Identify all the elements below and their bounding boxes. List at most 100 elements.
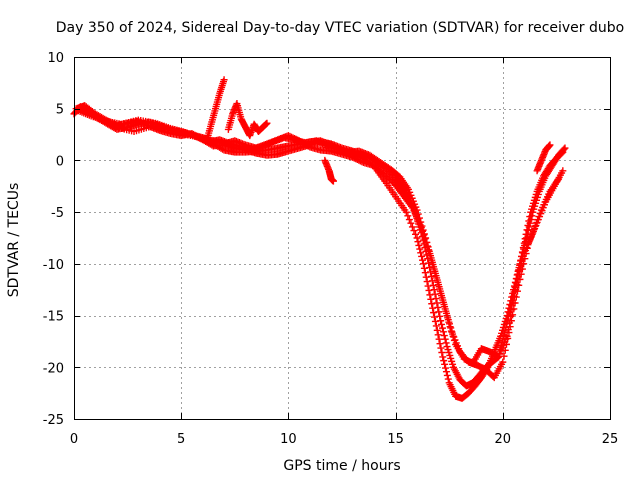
data-point bbox=[433, 299, 441, 307]
data-point bbox=[434, 281, 442, 289]
data-point bbox=[518, 260, 526, 268]
data-point bbox=[526, 213, 534, 221]
data-markers bbox=[70, 76, 569, 402]
data-point bbox=[408, 223, 416, 231]
data-point bbox=[408, 202, 416, 210]
x-tick-label: 0 bbox=[70, 432, 78, 447]
chart-title: Day 350 of 2024, Sidereal Day-to-day VTE… bbox=[56, 20, 624, 36]
data-point bbox=[439, 298, 447, 306]
data-point bbox=[440, 357, 448, 365]
data-point bbox=[350, 154, 358, 162]
data-point bbox=[329, 177, 337, 185]
data-point bbox=[428, 277, 436, 285]
data-point bbox=[413, 206, 421, 214]
data-point bbox=[444, 316, 452, 324]
data-point bbox=[413, 234, 421, 242]
data-point bbox=[515, 270, 523, 278]
y-tick-label: 10 bbox=[47, 51, 64, 66]
x-axis-label: GPS time / hours bbox=[283, 458, 400, 474]
x-tick-label: 5 bbox=[177, 432, 185, 447]
plot-frame bbox=[74, 57, 611, 420]
data-point bbox=[421, 235, 429, 243]
data-point bbox=[437, 344, 445, 352]
data-point bbox=[426, 291, 434, 299]
series-rise-22h bbox=[533, 141, 554, 175]
data-point bbox=[220, 76, 228, 84]
data-point bbox=[405, 216, 413, 224]
data-point bbox=[352, 155, 360, 163]
data-point bbox=[318, 140, 326, 148]
axis-ticks: 0 5 10 15 20 25 -25 -20 -15 -10 -5 0 5 10 bbox=[43, 51, 619, 447]
data-point bbox=[534, 216, 542, 224]
data-point bbox=[432, 272, 440, 280]
data-point bbox=[289, 134, 297, 142]
data-point bbox=[287, 133, 295, 141]
data-point bbox=[438, 294, 446, 302]
data-point bbox=[443, 312, 451, 320]
data-point bbox=[420, 264, 428, 272]
data-point bbox=[412, 230, 420, 238]
data-point bbox=[433, 326, 441, 334]
data-point bbox=[441, 303, 449, 311]
data-point bbox=[449, 332, 457, 340]
data-point bbox=[419, 260, 427, 268]
series-spike-7h bbox=[203, 76, 228, 144]
data-point bbox=[286, 132, 294, 140]
data-point bbox=[559, 167, 567, 175]
data-point bbox=[427, 295, 435, 303]
data-point bbox=[353, 156, 361, 164]
data-point bbox=[444, 375, 452, 383]
data-point bbox=[429, 304, 437, 312]
data-point bbox=[513, 281, 521, 289]
data-point bbox=[525, 217, 533, 225]
data-point bbox=[349, 153, 357, 161]
series-track-d bbox=[79, 105, 563, 367]
data-point bbox=[427, 254, 435, 262]
data-point bbox=[536, 209, 544, 217]
data-point bbox=[294, 136, 302, 144]
data-point bbox=[450, 336, 458, 344]
y-tick-label: -15 bbox=[43, 310, 64, 325]
data-point bbox=[441, 335, 449, 343]
series-drop-12h bbox=[321, 156, 337, 185]
data-point bbox=[425, 286, 433, 294]
data-point bbox=[422, 273, 430, 281]
data-point bbox=[441, 360, 449, 368]
data-point bbox=[415, 241, 423, 249]
data-point bbox=[426, 250, 434, 258]
data-point bbox=[430, 309, 438, 317]
data-point bbox=[410, 227, 418, 235]
data-point bbox=[304, 142, 312, 150]
data-point bbox=[402, 208, 410, 216]
y-axis-label: SDTVAR / TECUs bbox=[6, 183, 22, 298]
data-point bbox=[404, 212, 412, 220]
data-point bbox=[519, 255, 527, 263]
data-point bbox=[535, 213, 543, 221]
data-point bbox=[437, 317, 445, 325]
data-point bbox=[430, 263, 438, 271]
data-point bbox=[546, 141, 554, 149]
data-point bbox=[356, 157, 364, 165]
data-point bbox=[422, 238, 430, 246]
data-point bbox=[440, 332, 448, 340]
data-point bbox=[431, 290, 439, 298]
data-point bbox=[501, 327, 509, 335]
data-point bbox=[407, 219, 415, 227]
series-burst-8h bbox=[224, 100, 271, 140]
data-point bbox=[427, 268, 435, 276]
data-point bbox=[427, 272, 435, 280]
data-point bbox=[435, 335, 443, 343]
data-point bbox=[524, 221, 532, 229]
data-point bbox=[416, 245, 424, 253]
data-point bbox=[429, 281, 437, 289]
data-point bbox=[263, 119, 271, 127]
data-point bbox=[436, 340, 444, 348]
data-point bbox=[512, 286, 520, 294]
y-tick-label: -5 bbox=[51, 206, 64, 221]
data-point bbox=[284, 132, 292, 140]
x-tick-label: 15 bbox=[387, 432, 404, 447]
data-point bbox=[436, 312, 444, 320]
data-point bbox=[443, 371, 451, 379]
data-point bbox=[438, 349, 446, 357]
